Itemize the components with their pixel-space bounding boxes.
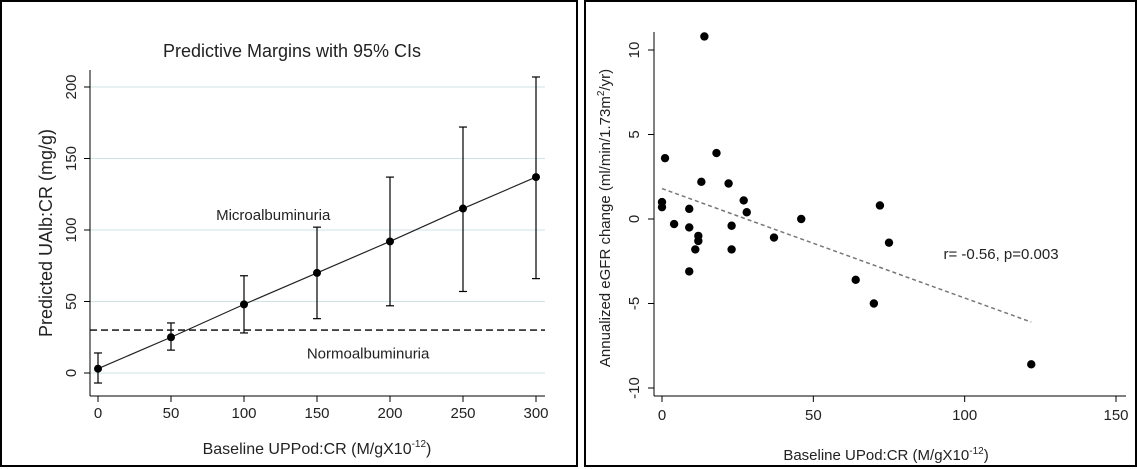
scatter-point <box>669 219 679 229</box>
scatter-point <box>691 245 700 254</box>
trend-line <box>661 187 1032 323</box>
scatter-point <box>685 223 694 232</box>
y-tick-label: 0 <box>626 215 643 223</box>
scatter-point <box>1027 360 1036 369</box>
scatter-point <box>884 238 894 247</box>
annotation-label: Microalbuminuria <box>216 207 331 224</box>
scatter-point <box>739 196 748 205</box>
scatter-point <box>694 236 703 246</box>
x-tick-label: 150 <box>304 405 329 422</box>
y-tick-label: 150 <box>63 146 80 171</box>
scatter-point <box>697 177 706 187</box>
x-tick-label: 0 <box>658 407 666 424</box>
scatter-point <box>769 233 779 242</box>
predictive-margins-chart: 0 50 100 150 200 0 50 100 150 200 250 300 Microalbu… <box>36 41 549 458</box>
scatter-point <box>742 208 751 217</box>
scatter-point <box>712 148 721 158</box>
y-tick-label: 5 <box>626 130 643 138</box>
scatter-point <box>869 299 879 308</box>
data-point <box>94 364 102 373</box>
y-tick-label: 100 <box>63 217 80 242</box>
scatter-point <box>727 245 736 254</box>
annotation-label: Normoalbuminuria <box>307 346 430 363</box>
y-tick-label: 0 <box>63 369 80 377</box>
scatter-point <box>700 32 709 41</box>
data-point <box>313 268 321 277</box>
scatter-point <box>875 201 885 210</box>
y-tick-label: -5 <box>626 297 643 310</box>
data-point <box>167 333 175 342</box>
x-tick-label: 0 <box>94 405 102 422</box>
y-axis-label: Predicted UAlb:CR (mg/g) <box>36 129 56 337</box>
x-tick-label: 150 <box>1103 407 1128 424</box>
correlation-annotation: r= -0.56, p=0.003 <box>943 246 1058 263</box>
chart-title: Predictive Margins with 95% CIs <box>163 41 421 61</box>
scatter-point <box>797 214 806 224</box>
y-tick-label: 200 <box>63 74 80 99</box>
scatter-point <box>727 221 736 230</box>
left-chart-panel: 0 50 100 150 200 0 50 100 150 200 250 300 Microalbu… <box>0 0 578 467</box>
x-axis-label: Baseline UPPod:CR (M/gX10-12) <box>203 439 432 458</box>
y-tick-label: 50 <box>63 293 80 310</box>
x-tick-label: 100 <box>231 405 256 422</box>
x-tick-label: 200 <box>377 405 402 422</box>
x-tick-label: 50 <box>163 405 180 422</box>
x-tick-label: 300 <box>523 405 548 422</box>
x-tick-label: 250 <box>450 405 475 422</box>
data-point <box>532 173 540 182</box>
y-tick-label: 10 <box>626 42 643 59</box>
scatter-point <box>660 153 670 163</box>
right-chart-panel: -10 -5 0 5 10 0 50 100 150 r= -0.56, p=0.003 Ann… <box>584 0 1137 467</box>
data-point <box>459 204 467 213</box>
scatter-point <box>851 275 860 285</box>
scatter-point <box>685 204 694 214</box>
x-axis-label: Baseline UPod:CR (M/gX10-12) <box>783 446 988 464</box>
x-tick-label: 100 <box>952 407 977 424</box>
scatter-point <box>724 179 733 188</box>
data-point <box>386 237 394 246</box>
y-axis-label: Annualized eGFR change (ml/min/1.73m2/yr… <box>596 69 614 367</box>
scatter-point <box>657 202 667 212</box>
data-point <box>240 300 248 309</box>
scatter-point <box>685 267 694 276</box>
y-tick-label: -10 <box>626 377 643 399</box>
x-tick-label: 50 <box>805 407 822 424</box>
